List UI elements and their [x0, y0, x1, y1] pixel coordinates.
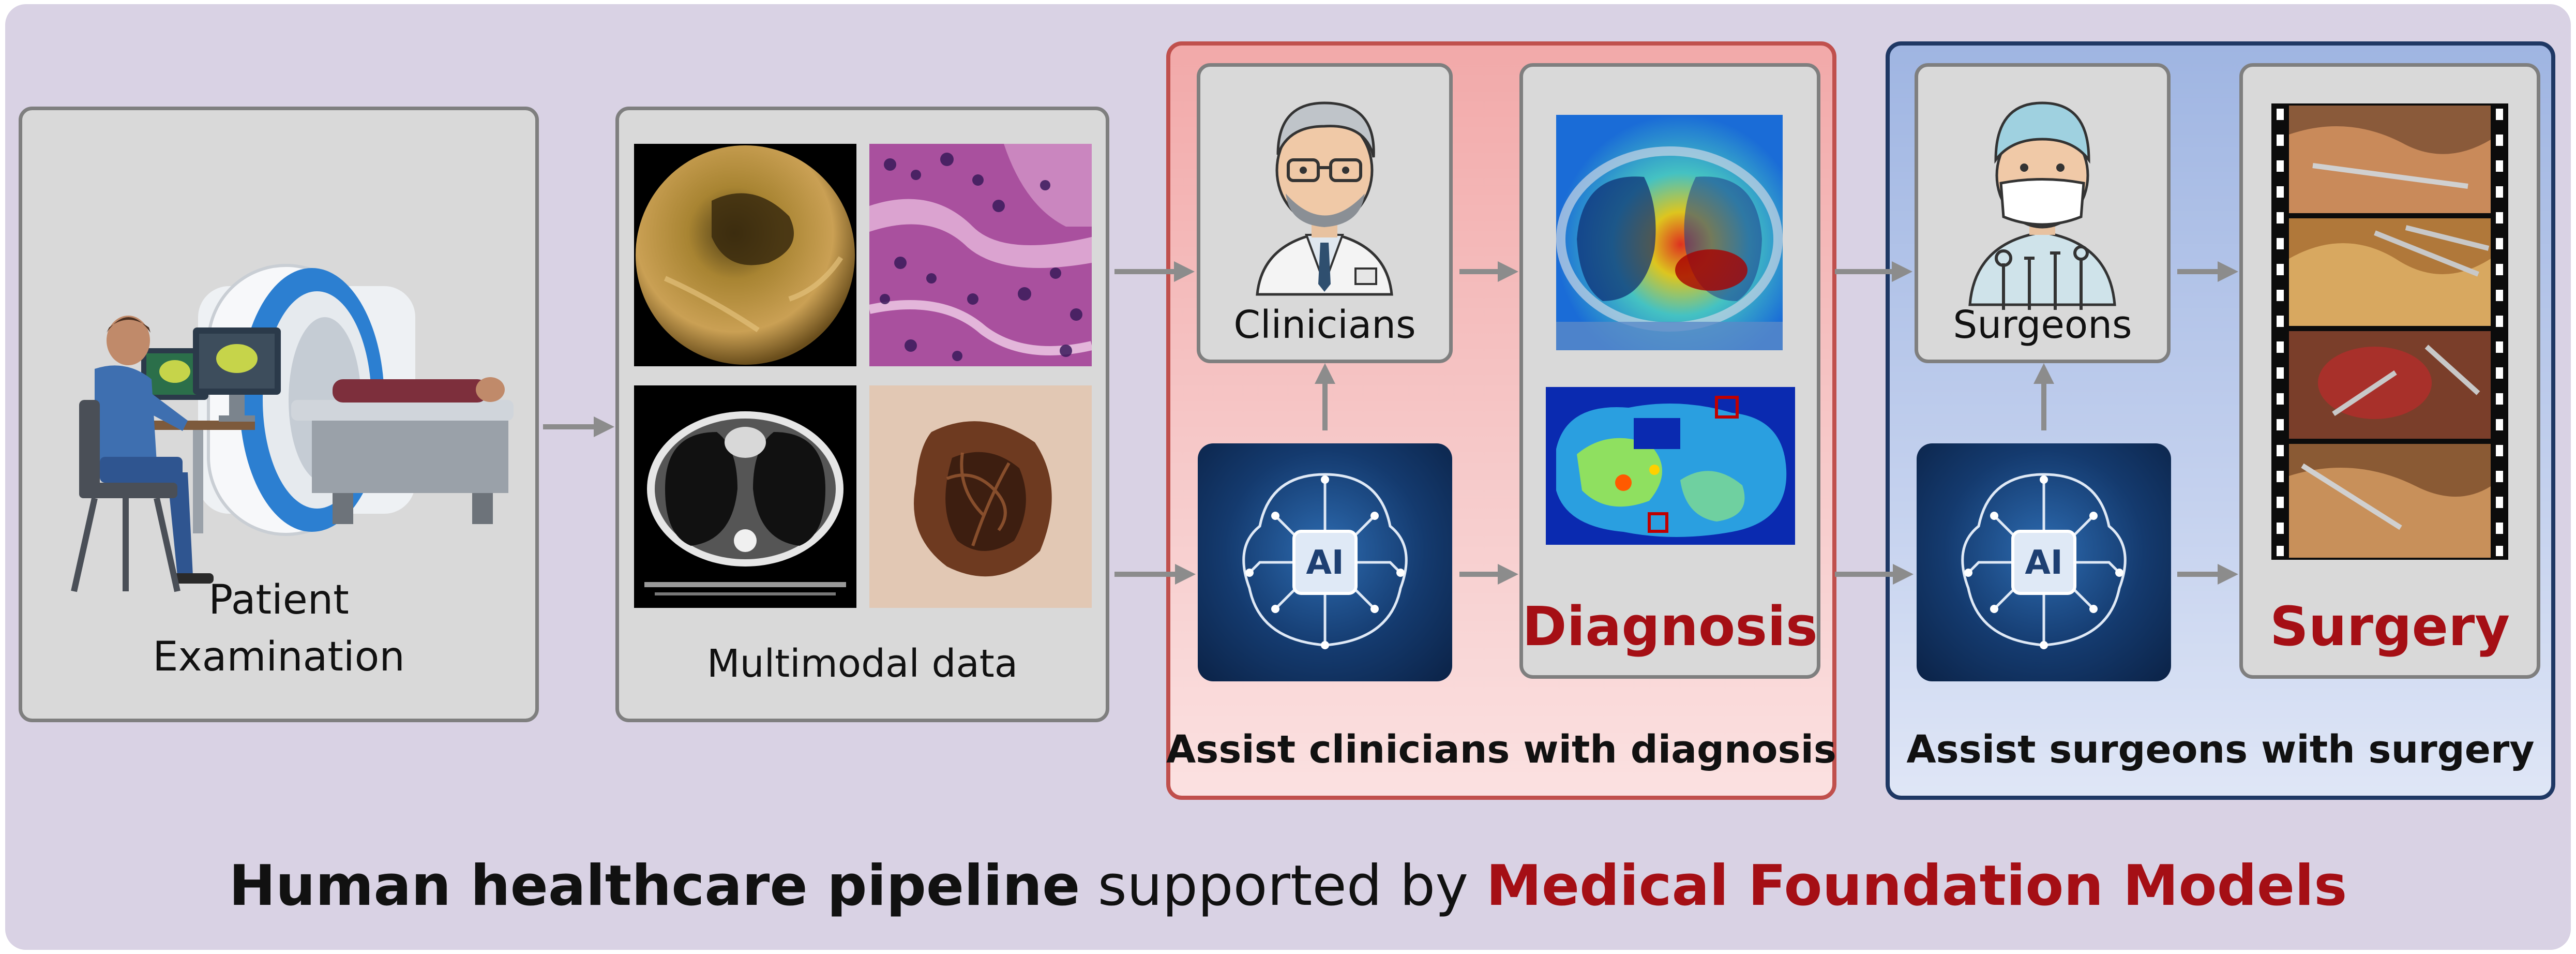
- surgeon-icon: [1968, 101, 2116, 310]
- surgery-group-caption: Assist surgeons with surgery: [1906, 727, 2535, 772]
- diagnosis-group-caption: Assist clinicians with diagnosis: [1166, 727, 1836, 772]
- patient-examination-box: [19, 107, 539, 722]
- surgery-video-filmstrip: [2271, 103, 2508, 560]
- dermoscopy-image: [869, 385, 1092, 608]
- clinicians-label: Clinicians: [1233, 303, 1416, 347]
- diagnosis-label: Diagnosis: [1522, 595, 1818, 658]
- clinician-icon: [1256, 101, 1393, 296]
- histology-image: [869, 144, 1092, 366]
- mri-scanner-illustration: [71, 264, 514, 592]
- patient-label-line1: Patient: [208, 577, 349, 623]
- clinicians-box: [1197, 63, 1453, 363]
- ai-model-diagnosis: AI: [1198, 443, 1452, 681]
- endoscopy-image: [634, 144, 856, 366]
- tissue-heatmap-image: [1546, 387, 1795, 545]
- footer-caption: Human healthcare pipeline supported by M…: [5, 854, 2571, 918]
- footer-red-text: Medical Foundation Models: [1486, 854, 2347, 918]
- lung-heatmap-image: [1556, 115, 1783, 350]
- ct-scan-image: [634, 385, 856, 608]
- footer-bold-text: Human healthcare pipeline: [229, 854, 1080, 918]
- patient-label-line2: Examination: [153, 634, 405, 680]
- ai-circuit-icon: [1242, 473, 1408, 649]
- ai-badge-text-surgery: AI: [2025, 544, 2063, 582]
- surgeons-label: Surgeons: [1953, 303, 2132, 347]
- ai-badge-text-diagnosis: AI: [1306, 544, 1344, 582]
- ai-model-surgery: AI: [1917, 443, 2171, 681]
- footer-plain-text: supported by: [1080, 854, 1486, 918]
- surgeons-box: [1915, 63, 2171, 363]
- ai-circuit-icon-2: [1961, 473, 2127, 649]
- multimodal-data-label: Multimodal data: [706, 642, 1018, 686]
- surgery-label: Surgery: [2269, 595, 2510, 658]
